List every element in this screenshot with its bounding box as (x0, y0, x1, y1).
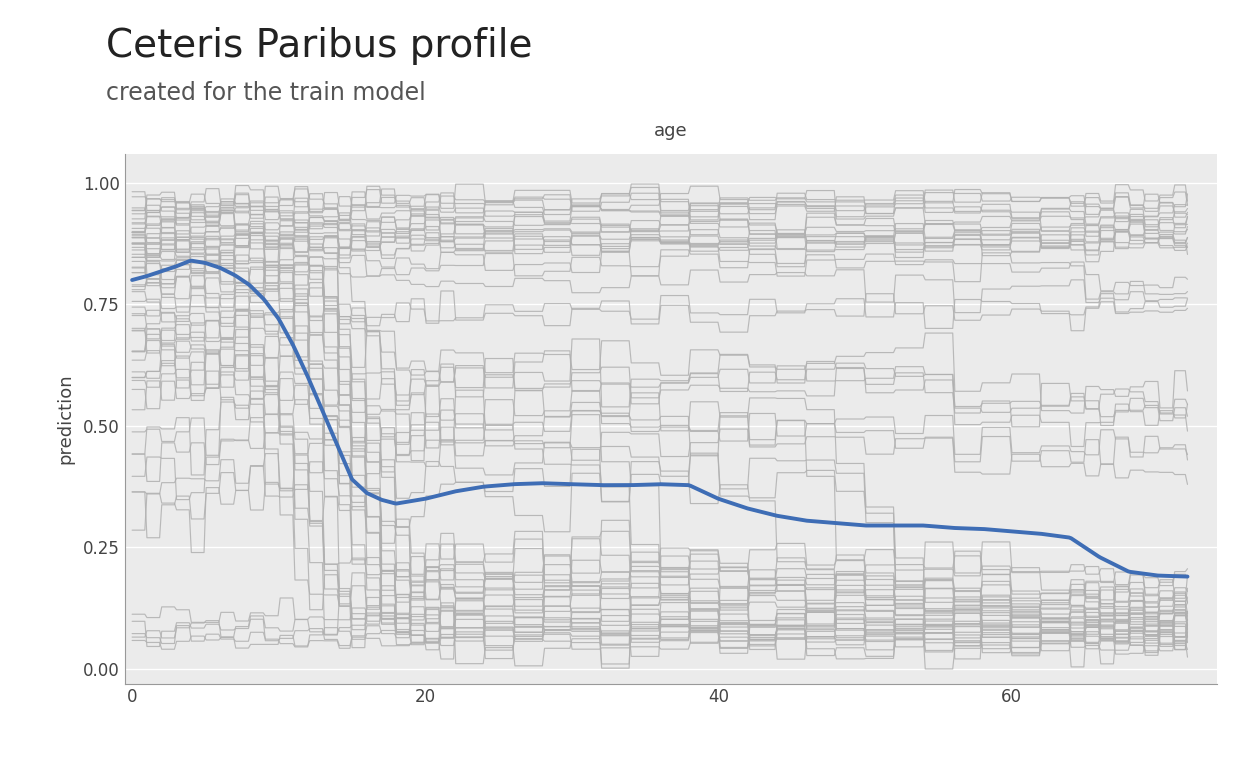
Y-axis label: prediction: prediction (56, 373, 75, 464)
Text: Ceteris Paribus profile: Ceteris Paribus profile (106, 27, 533, 65)
Text: age: age (654, 122, 688, 141)
Text: created for the train model: created for the train model (106, 81, 426, 104)
